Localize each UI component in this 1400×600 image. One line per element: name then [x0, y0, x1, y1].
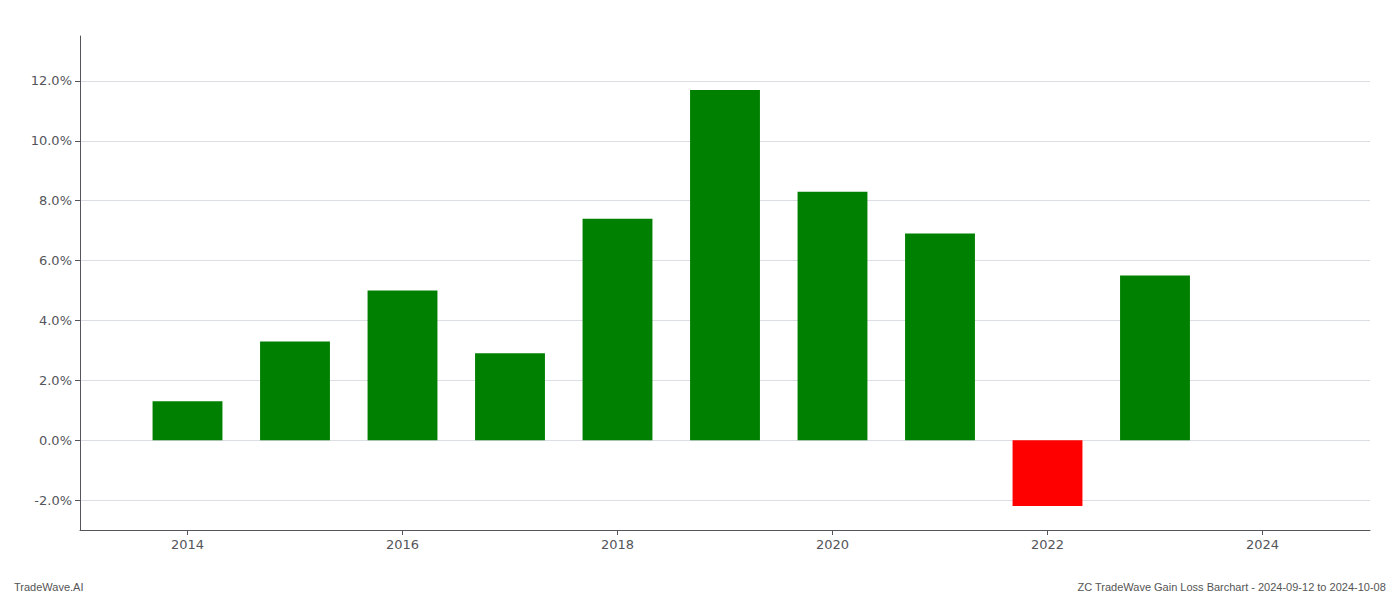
svg-text:12.0%: 12.0% [31, 73, 72, 88]
svg-text:2018: 2018 [601, 537, 634, 552]
svg-text:2.0%: 2.0% [39, 373, 72, 388]
svg-text:10.0%: 10.0% [31, 133, 72, 148]
svg-text:0.0%: 0.0% [39, 433, 72, 448]
svg-text:2024: 2024 [1246, 537, 1279, 552]
svg-text:2016: 2016 [386, 537, 419, 552]
svg-text:8.0%: 8.0% [39, 193, 72, 208]
svg-text:2014: 2014 [171, 537, 204, 552]
svg-text:-2.0%: -2.0% [34, 493, 72, 508]
svg-text:2022: 2022 [1031, 537, 1064, 552]
svg-text:6.0%: 6.0% [39, 253, 72, 268]
svg-text:ZC TradeWave Gain Loss Barchar: ZC TradeWave Gain Loss Barchart - 2024-0… [1077, 581, 1385, 593]
svg-text:TradeWave.AI: TradeWave.AI [14, 581, 84, 593]
svg-text:4.0%: 4.0% [39, 313, 72, 328]
svg-text:2020: 2020 [816, 537, 849, 552]
